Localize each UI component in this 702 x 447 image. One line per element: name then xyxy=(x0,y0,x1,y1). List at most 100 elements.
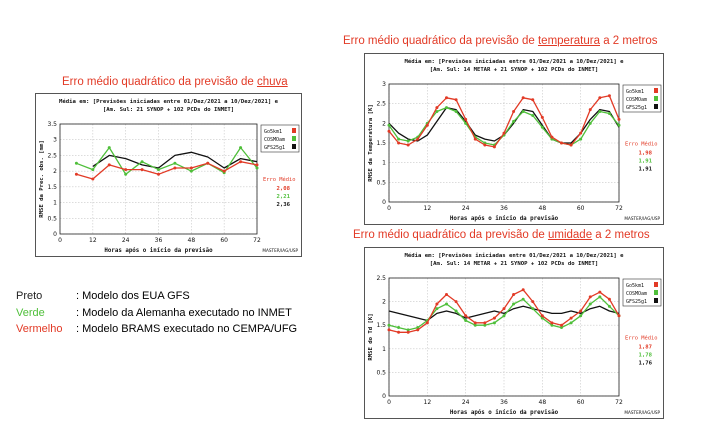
data-point-go5km1 xyxy=(107,163,111,167)
data-point-cosmoam xyxy=(173,161,177,165)
data-point-go5km1 xyxy=(397,330,401,334)
data-point-cosmoam xyxy=(512,302,516,306)
data-point-go5km1 xyxy=(521,288,525,292)
y-tick-label: 0.5 xyxy=(376,179,386,186)
erro-medio-value: 1,78 xyxy=(639,352,653,358)
y-axis-label: RMSE do Td [K] xyxy=(368,313,374,360)
data-point-cosmoam xyxy=(406,139,410,143)
data-point-cosmoam xyxy=(473,323,477,327)
data-point-cosmoam xyxy=(157,168,160,172)
data-point-cosmoam xyxy=(464,318,468,322)
erro-medio-label: Erro Médio xyxy=(625,140,657,147)
data-point-go5km1 xyxy=(617,314,621,318)
legend-entry: Go5km1 xyxy=(626,283,644,289)
data-point-go5km1 xyxy=(445,293,448,297)
data-point-go5km1 xyxy=(222,169,226,173)
data-point-go5km1 xyxy=(598,290,602,294)
data-point-cosmoam xyxy=(387,123,391,127)
x-axis-label: Horas após o início da previsão xyxy=(450,215,559,222)
data-point-go5km1 xyxy=(550,135,554,139)
data-point-go5km1 xyxy=(397,141,401,145)
data-point-cosmoam xyxy=(140,160,144,164)
x-tick-label: 36 xyxy=(500,205,508,212)
x-tick-label: 72 xyxy=(615,205,623,212)
chart-svg-umidade: Média em: [Previsões iniciadas entre 01/… xyxy=(368,252,662,416)
model-legend-desc: : Modelo BRAMS executado no CEMPA/UFG xyxy=(76,323,298,335)
data-point-cosmoam xyxy=(91,168,95,172)
data-point-cosmoam xyxy=(464,121,468,125)
plot-frame xyxy=(388,277,620,397)
data-point-go5km1 xyxy=(416,137,420,141)
data-point-cosmoam xyxy=(531,113,535,117)
model-legend-row-brams: Vermelho : Modelo BRAMS executado no CEMP… xyxy=(16,321,297,338)
data-point-go5km1 xyxy=(464,314,468,318)
data-point-go5km1 xyxy=(435,106,439,110)
data-point-cosmoam xyxy=(454,110,458,114)
data-point-cosmoam xyxy=(531,307,535,311)
data-point-cosmoam xyxy=(550,323,554,327)
x-tick-label: 12 xyxy=(424,205,432,212)
chart-title-suffix: a 2 metros xyxy=(592,229,650,241)
data-point-cosmoam xyxy=(239,146,243,150)
data-point-go5km1 xyxy=(512,293,516,297)
legend-entry: Go5km1 xyxy=(626,89,644,95)
data-point-go5km1 xyxy=(124,168,128,172)
data-point-cosmoam xyxy=(579,314,583,318)
legend-entry: GFS25g1 xyxy=(264,145,285,151)
data-point-go5km1 xyxy=(502,131,506,135)
y-tick-label: 3 xyxy=(53,137,57,144)
data-point-cosmoam xyxy=(416,326,420,330)
data-point-cosmoam xyxy=(598,110,602,114)
data-point-go5km1 xyxy=(560,141,563,145)
x-tick-label: 60 xyxy=(577,399,585,406)
y-tick-label: 1 xyxy=(382,160,386,167)
erro-medio-value: 2,36 xyxy=(277,202,291,208)
data-point-go5km1 xyxy=(617,117,621,121)
x-tick-label: 24 xyxy=(122,237,130,244)
data-point-go5km1 xyxy=(521,96,525,100)
data-point-cosmoam xyxy=(435,307,439,311)
chart-header-line2: [Am. Sul: 14 METAR + 21 SYNOP + 102 PCDs… xyxy=(430,67,598,73)
legend-entry: Go5km1 xyxy=(264,129,282,135)
chart-header-line2: [Am. Sul: 14 METAR + 21 SYNOP + 102 PCDs… xyxy=(430,261,598,267)
data-point-cosmoam xyxy=(445,106,448,110)
credit-label: MASTER/IAG/USP xyxy=(624,410,660,415)
data-point-cosmoam xyxy=(598,295,602,299)
data-point-go5km1 xyxy=(206,161,210,165)
model-legend-name: Vermelho xyxy=(16,323,63,335)
legend-swatch xyxy=(292,136,296,141)
data-point-cosmoam xyxy=(540,125,544,129)
credit-label: MASTER/IAG/USP xyxy=(624,216,660,221)
data-point-go5km1 xyxy=(588,295,592,299)
legend-entry: COSMOam xyxy=(264,137,285,143)
data-point-go5km1 xyxy=(569,143,573,147)
erro-medio-value: 2,21 xyxy=(277,194,291,200)
x-tick-label: 0 xyxy=(387,205,391,212)
chart-title-highlight: umidade xyxy=(547,229,593,241)
chart-title-text: Erro médio quadrático da previsão de xyxy=(343,35,538,47)
data-point-cosmoam xyxy=(560,326,563,330)
x-axis-label: Horas após o início da previsão xyxy=(450,409,559,416)
data-point-go5km1 xyxy=(140,168,144,172)
data-point-cosmoam xyxy=(397,326,401,330)
x-tick-label: 72 xyxy=(615,399,623,406)
legend-entry: COSMOam xyxy=(626,97,647,103)
data-point-cosmoam xyxy=(588,121,592,125)
legend-entry: GFS25g1 xyxy=(626,105,647,111)
data-point-go5km1 xyxy=(531,300,535,304)
data-point-go5km1 xyxy=(387,129,391,133)
y-tick-label: 3 xyxy=(382,81,386,88)
y-tick-label: 1.5 xyxy=(47,184,57,191)
data-point-go5km1 xyxy=(598,96,602,100)
erro-medio-value: 1,98 xyxy=(639,150,653,156)
x-tick-label: 72 xyxy=(253,237,261,244)
data-point-cosmoam xyxy=(387,323,391,327)
data-point-cosmoam xyxy=(502,314,506,318)
chart-svg-temperatura: Média em: [Previsões iniciadas entre 01/… xyxy=(368,58,662,222)
erro-medio-label: Erro Médio xyxy=(263,176,295,183)
x-tick-label: 48 xyxy=(188,237,196,244)
chart-panel-umidade: Média em: [Previsões iniciadas entre 01/… xyxy=(364,247,664,419)
x-tick-label: 0 xyxy=(58,237,62,244)
legend-swatch xyxy=(654,282,658,287)
x-tick-label: 48 xyxy=(539,205,547,212)
